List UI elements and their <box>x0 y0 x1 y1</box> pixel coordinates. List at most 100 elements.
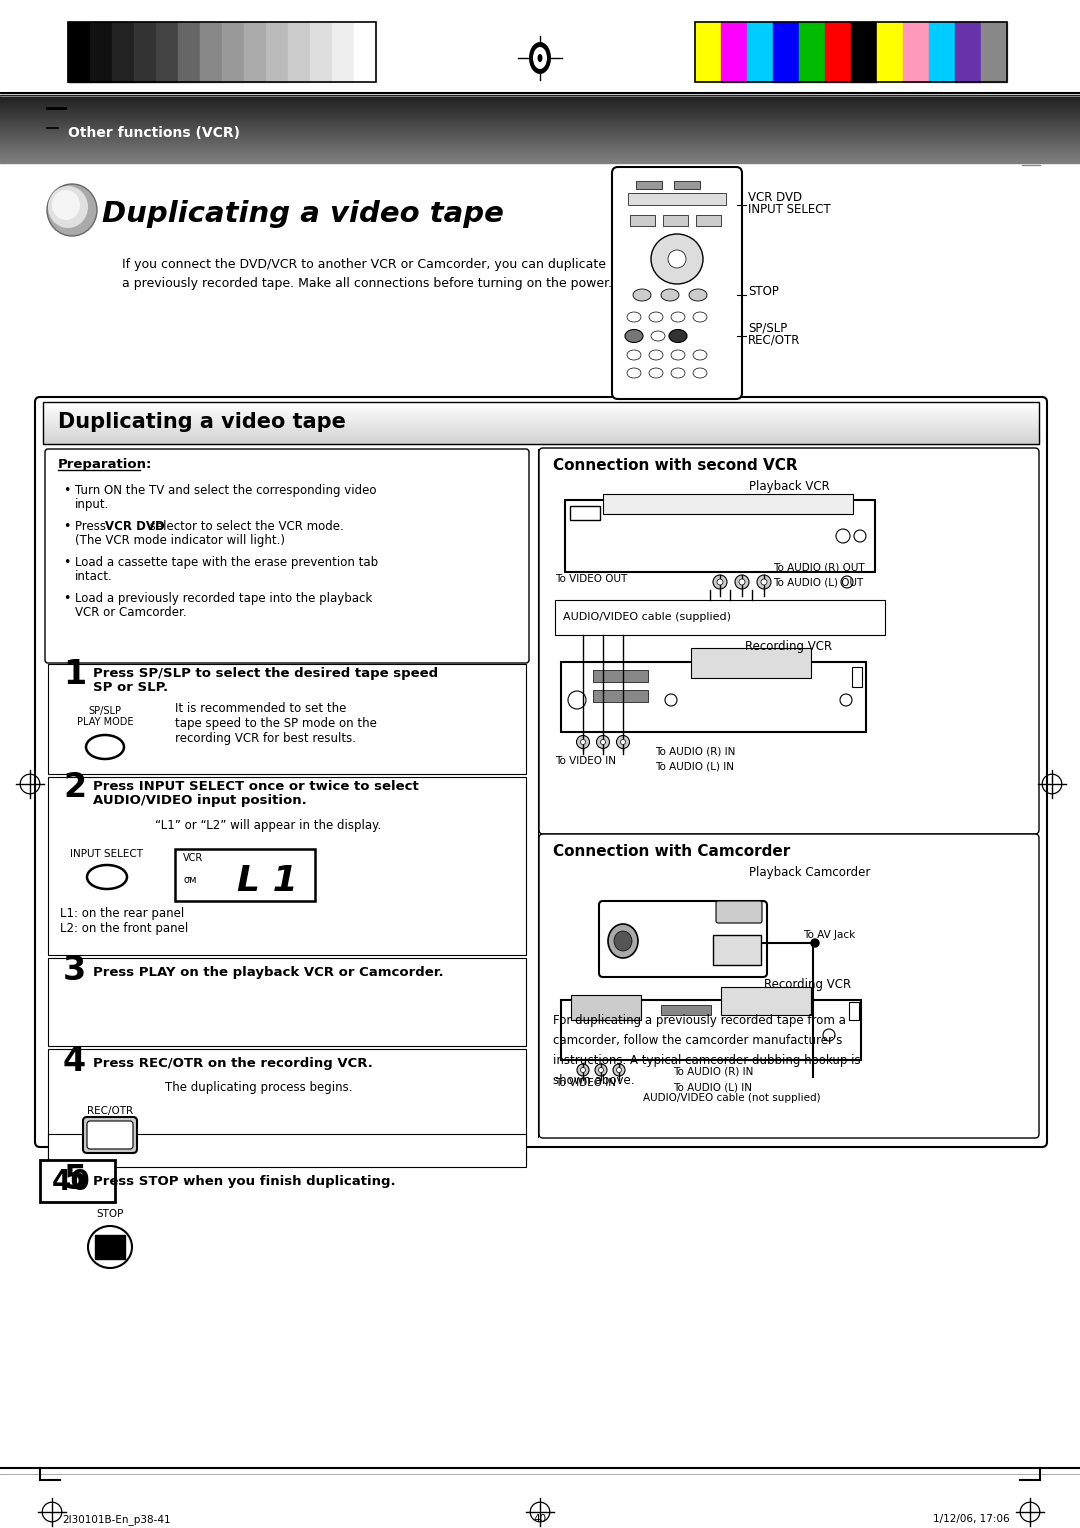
Ellipse shape <box>577 1063 589 1076</box>
Bar <box>593 691 648 701</box>
Text: •: • <box>63 520 70 533</box>
Bar <box>721 21 747 83</box>
Text: 2: 2 <box>63 772 86 804</box>
Bar <box>200 21 222 83</box>
Bar <box>825 21 851 83</box>
Text: σᴍ: σᴍ <box>183 876 197 885</box>
Text: AUDIO/VIDEO cable (supplied): AUDIO/VIDEO cable (supplied) <box>563 613 731 622</box>
Ellipse shape <box>811 940 819 947</box>
Ellipse shape <box>52 189 80 220</box>
Text: 40: 40 <box>52 1167 91 1196</box>
FancyBboxPatch shape <box>599 902 767 976</box>
Bar <box>266 21 288 83</box>
FancyBboxPatch shape <box>87 1122 133 1149</box>
Ellipse shape <box>627 312 642 322</box>
Text: selector to select the VCR mode.: selector to select the VCR mode. <box>146 520 343 533</box>
Text: Connection with Camcorder: Connection with Camcorder <box>553 843 791 859</box>
FancyBboxPatch shape <box>45 449 529 663</box>
Ellipse shape <box>671 368 685 377</box>
Text: Connection with second VCR: Connection with second VCR <box>553 458 798 474</box>
Bar <box>68 21 376 83</box>
Bar <box>43 402 1039 445</box>
Text: AUDIO/VIDEO input position.: AUDIO/VIDEO input position. <box>93 795 307 807</box>
Text: For duplicating a previously recorded tape from a
camcorder, follow the camcorde: For duplicating a previously recorded ta… <box>553 1015 861 1086</box>
Bar <box>630 215 654 226</box>
Ellipse shape <box>617 1068 621 1073</box>
Bar <box>663 215 688 226</box>
Text: To AUDIO (L) IN: To AUDIO (L) IN <box>654 761 734 772</box>
Bar <box>903 21 929 83</box>
Text: •: • <box>63 591 70 605</box>
Ellipse shape <box>596 735 609 749</box>
Ellipse shape <box>735 575 750 588</box>
FancyBboxPatch shape <box>35 397 1047 1148</box>
FancyBboxPatch shape <box>539 448 1039 834</box>
Text: PLAY MODE: PLAY MODE <box>77 717 133 727</box>
Bar <box>570 506 600 520</box>
Bar <box>799 21 825 83</box>
Ellipse shape <box>48 183 97 235</box>
Text: 1: 1 <box>63 659 86 691</box>
Text: input.: input. <box>75 498 109 510</box>
Text: REC/OTR: REC/OTR <box>86 1106 133 1115</box>
Ellipse shape <box>671 350 685 361</box>
Text: VCR DVD: VCR DVD <box>748 191 802 205</box>
Bar <box>354 21 376 83</box>
Ellipse shape <box>669 330 687 342</box>
Text: (The VCR mode indicator will light.): (The VCR mode indicator will light.) <box>75 533 285 547</box>
Bar <box>691 648 811 678</box>
Text: INPUT SELECT: INPUT SELECT <box>748 203 831 215</box>
Bar <box>222 21 244 83</box>
Bar <box>244 21 266 83</box>
Ellipse shape <box>595 1063 607 1076</box>
Text: VCR DVD: VCR DVD <box>105 520 165 533</box>
Text: Press REC/OTR on the recording VCR.: Press REC/OTR on the recording VCR. <box>93 1057 373 1070</box>
Text: 5: 5 <box>63 1163 86 1196</box>
Text: Press: Press <box>75 520 110 533</box>
Bar <box>696 21 721 83</box>
Ellipse shape <box>529 41 551 73</box>
Text: SP/SLP: SP/SLP <box>89 706 121 717</box>
FancyBboxPatch shape <box>83 1117 137 1154</box>
Bar <box>674 180 700 189</box>
Ellipse shape <box>689 289 707 301</box>
Ellipse shape <box>651 234 703 284</box>
Ellipse shape <box>627 368 642 377</box>
Bar <box>555 601 885 636</box>
Ellipse shape <box>669 251 686 267</box>
Text: VCR or Camcorder.: VCR or Camcorder. <box>75 607 187 619</box>
Text: To VIDEO IN: To VIDEO IN <box>555 1077 616 1088</box>
Bar <box>627 193 726 205</box>
Bar <box>134 21 156 83</box>
Bar <box>593 669 648 681</box>
Ellipse shape <box>713 575 727 588</box>
Text: 3: 3 <box>63 953 86 987</box>
Bar <box>852 668 862 688</box>
Text: To AUDIO (R) OUT: To AUDIO (R) OUT <box>773 562 865 571</box>
Text: Press STOP when you finish duplicating.: Press STOP when you finish duplicating. <box>93 1175 395 1187</box>
Text: 2I30101B-En_p38-41: 2I30101B-En_p38-41 <box>62 1514 171 1525</box>
Ellipse shape <box>581 1068 585 1073</box>
Ellipse shape <box>739 579 745 585</box>
Text: Preparation:: Preparation: <box>58 458 152 471</box>
Ellipse shape <box>693 350 707 361</box>
Bar <box>332 21 354 83</box>
Bar <box>851 21 877 83</box>
Ellipse shape <box>600 740 606 744</box>
Text: To AUDIO (L) IN: To AUDIO (L) IN <box>673 1082 752 1093</box>
Ellipse shape <box>693 368 707 377</box>
Text: To AUDIO (R) IN: To AUDIO (R) IN <box>673 1067 754 1077</box>
Bar <box>721 987 811 1015</box>
Text: L1: on the rear panel: L1: on the rear panel <box>60 908 185 920</box>
Ellipse shape <box>577 735 590 749</box>
Ellipse shape <box>627 350 642 361</box>
Text: tape speed to the SP mode on the: tape speed to the SP mode on the <box>175 717 377 730</box>
Ellipse shape <box>613 1063 625 1076</box>
Bar <box>929 21 955 83</box>
Text: To AUDIO (L) OUT: To AUDIO (L) OUT <box>773 578 863 587</box>
Text: To VIDEO IN: To VIDEO IN <box>555 756 616 766</box>
Text: 1/12/06, 17:06: 1/12/06, 17:06 <box>933 1514 1010 1523</box>
Text: STOP: STOP <box>96 1209 124 1219</box>
Text: SP or SLP.: SP or SLP. <box>93 681 168 694</box>
Text: Duplicating a video tape: Duplicating a video tape <box>58 413 346 432</box>
